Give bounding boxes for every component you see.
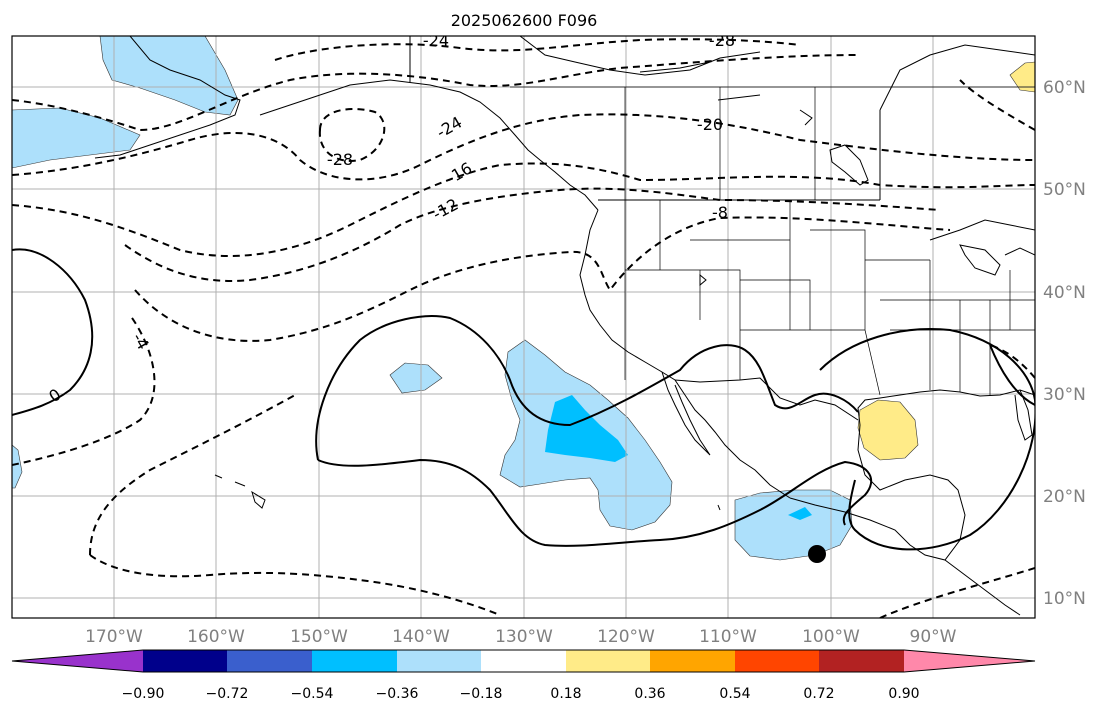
lon-label: 150°W (290, 627, 348, 647)
florida (1014, 389, 1033, 441)
shade-light-blue-north-pacific (99, 36, 239, 116)
contour-neg4-south (89, 554, 501, 616)
contour-neg28-north (274, 38, 801, 61)
colorbar-tick-label: 0.36 (634, 686, 665, 702)
lat-label: 50°N (1043, 180, 1086, 200)
baja (661, 371, 711, 456)
colorbar-tick-label: 0.18 (550, 686, 581, 702)
lon-label: 140°W (392, 627, 450, 647)
contour-neg20 (12, 113, 1035, 181)
colorbar-tick-label: −0.54 (291, 686, 334, 702)
contour-neg-east-south (879, 567, 1035, 618)
us-mexico-border (674, 377, 859, 421)
central-america (944, 559, 1021, 616)
contour-label: -28 (709, 31, 735, 50)
mexico-gulf-coast (789, 389, 1035, 561)
colorbar-segment (481, 650, 566, 672)
map-border (11, 35, 1036, 619)
lon-label: 160°W (187, 627, 245, 647)
contour-zero-west (12, 248, 94, 416)
colorbar-segment (819, 650, 904, 672)
canada-province-borders (510, 86, 1035, 200)
shade-light-blue-small (389, 362, 443, 394)
colorbar-segment (312, 650, 397, 672)
shade-cyan-mexico (788, 507, 812, 520)
contour-neg24 (12, 54, 861, 132)
lon-label: 130°W (495, 627, 553, 647)
colorbar (11, 649, 1036, 673)
contour-zero-circle (819, 328, 1035, 551)
contour-neg12 (124, 187, 941, 282)
colorbar-segment (12, 650, 143, 672)
colorbar-tick-labels: −0.90 −0.72 −0.54 −0.36 −0.18 0.18 0.36 … (122, 686, 920, 702)
canada-north-coast (519, 36, 869, 186)
colorbar-tick-label: −0.36 (376, 686, 419, 702)
lon-label: 170°W (85, 627, 143, 647)
tropical-marker (808, 545, 826, 563)
lat-label: 20°N (1043, 487, 1086, 507)
contour-neg4 (12, 314, 296, 556)
map-area: -24 -28 -28 -24 -20 -16 -12 -8 -4 0 (12, 31, 1035, 618)
colorbar-segment (650, 650, 735, 672)
colorbar-segment (904, 650, 1035, 672)
hawaii (214, 474, 266, 509)
colorbar-segment (227, 650, 312, 672)
state-borders (624, 200, 1035, 396)
lon-label: 110°W (699, 627, 757, 647)
lat-label: 40°N (1043, 283, 1086, 303)
longitude-labels: 170°W 160°W 150°W 140°W 130°W 120°W 110°… (85, 627, 957, 647)
contour-neg16 (12, 162, 1035, 257)
colorbar-segment (566, 650, 650, 672)
contour-zero-east (989, 344, 1035, 406)
colorbar-tick-label: −0.90 (122, 686, 165, 702)
contour-zero-south (317, 458, 872, 547)
lat-label: 30°N (1043, 385, 1086, 405)
contour-lines (12, 38, 1035, 618)
lon-label: 90°W (910, 627, 957, 647)
colorbar-tick-label: 0.54 (719, 686, 750, 702)
colorbar-outline (11, 649, 1036, 673)
lon-label: 100°W (802, 627, 860, 647)
graticule (12, 36, 1035, 618)
latitude-labels: 60°N 50°N 40°N 30°N 20°N 10°N (1043, 78, 1086, 609)
colorbar-tick-label: 0.72 (803, 686, 834, 702)
great-lakes (929, 219, 1035, 276)
shade-yellow-gulf (857, 399, 919, 461)
lat-label: 60°N (1043, 78, 1086, 98)
colorbar-segment (735, 650, 819, 672)
alaska-coast (94, 36, 599, 211)
contour-zero-central (315, 315, 859, 461)
colorbar-tick-label: 0.90 (888, 686, 919, 702)
islands-misc (699, 273, 721, 511)
colorbar-tick-label: −0.72 (206, 686, 249, 702)
contour-label: -20 (697, 115, 723, 134)
contour-label: -8 (712, 203, 728, 222)
contour-neg24-east (959, 79, 1035, 131)
lon-label: 120°W (597, 627, 655, 647)
figure-title: 2025062600 F096 (451, 11, 598, 30)
colorbar-tick-label: −0.18 (460, 686, 503, 702)
shade-cyan-core (545, 395, 628, 462)
contour-neg8 (134, 216, 951, 342)
colorbar-segment (143, 650, 227, 672)
colorbar-segment (397, 650, 481, 672)
lat-label: 10°N (1043, 589, 1086, 609)
contour-neg28-low (318, 108, 386, 162)
contour-label: -28 (327, 150, 353, 169)
contour-label: -24 (423, 31, 449, 50)
shade-light-blue-west-edge (12, 444, 23, 489)
